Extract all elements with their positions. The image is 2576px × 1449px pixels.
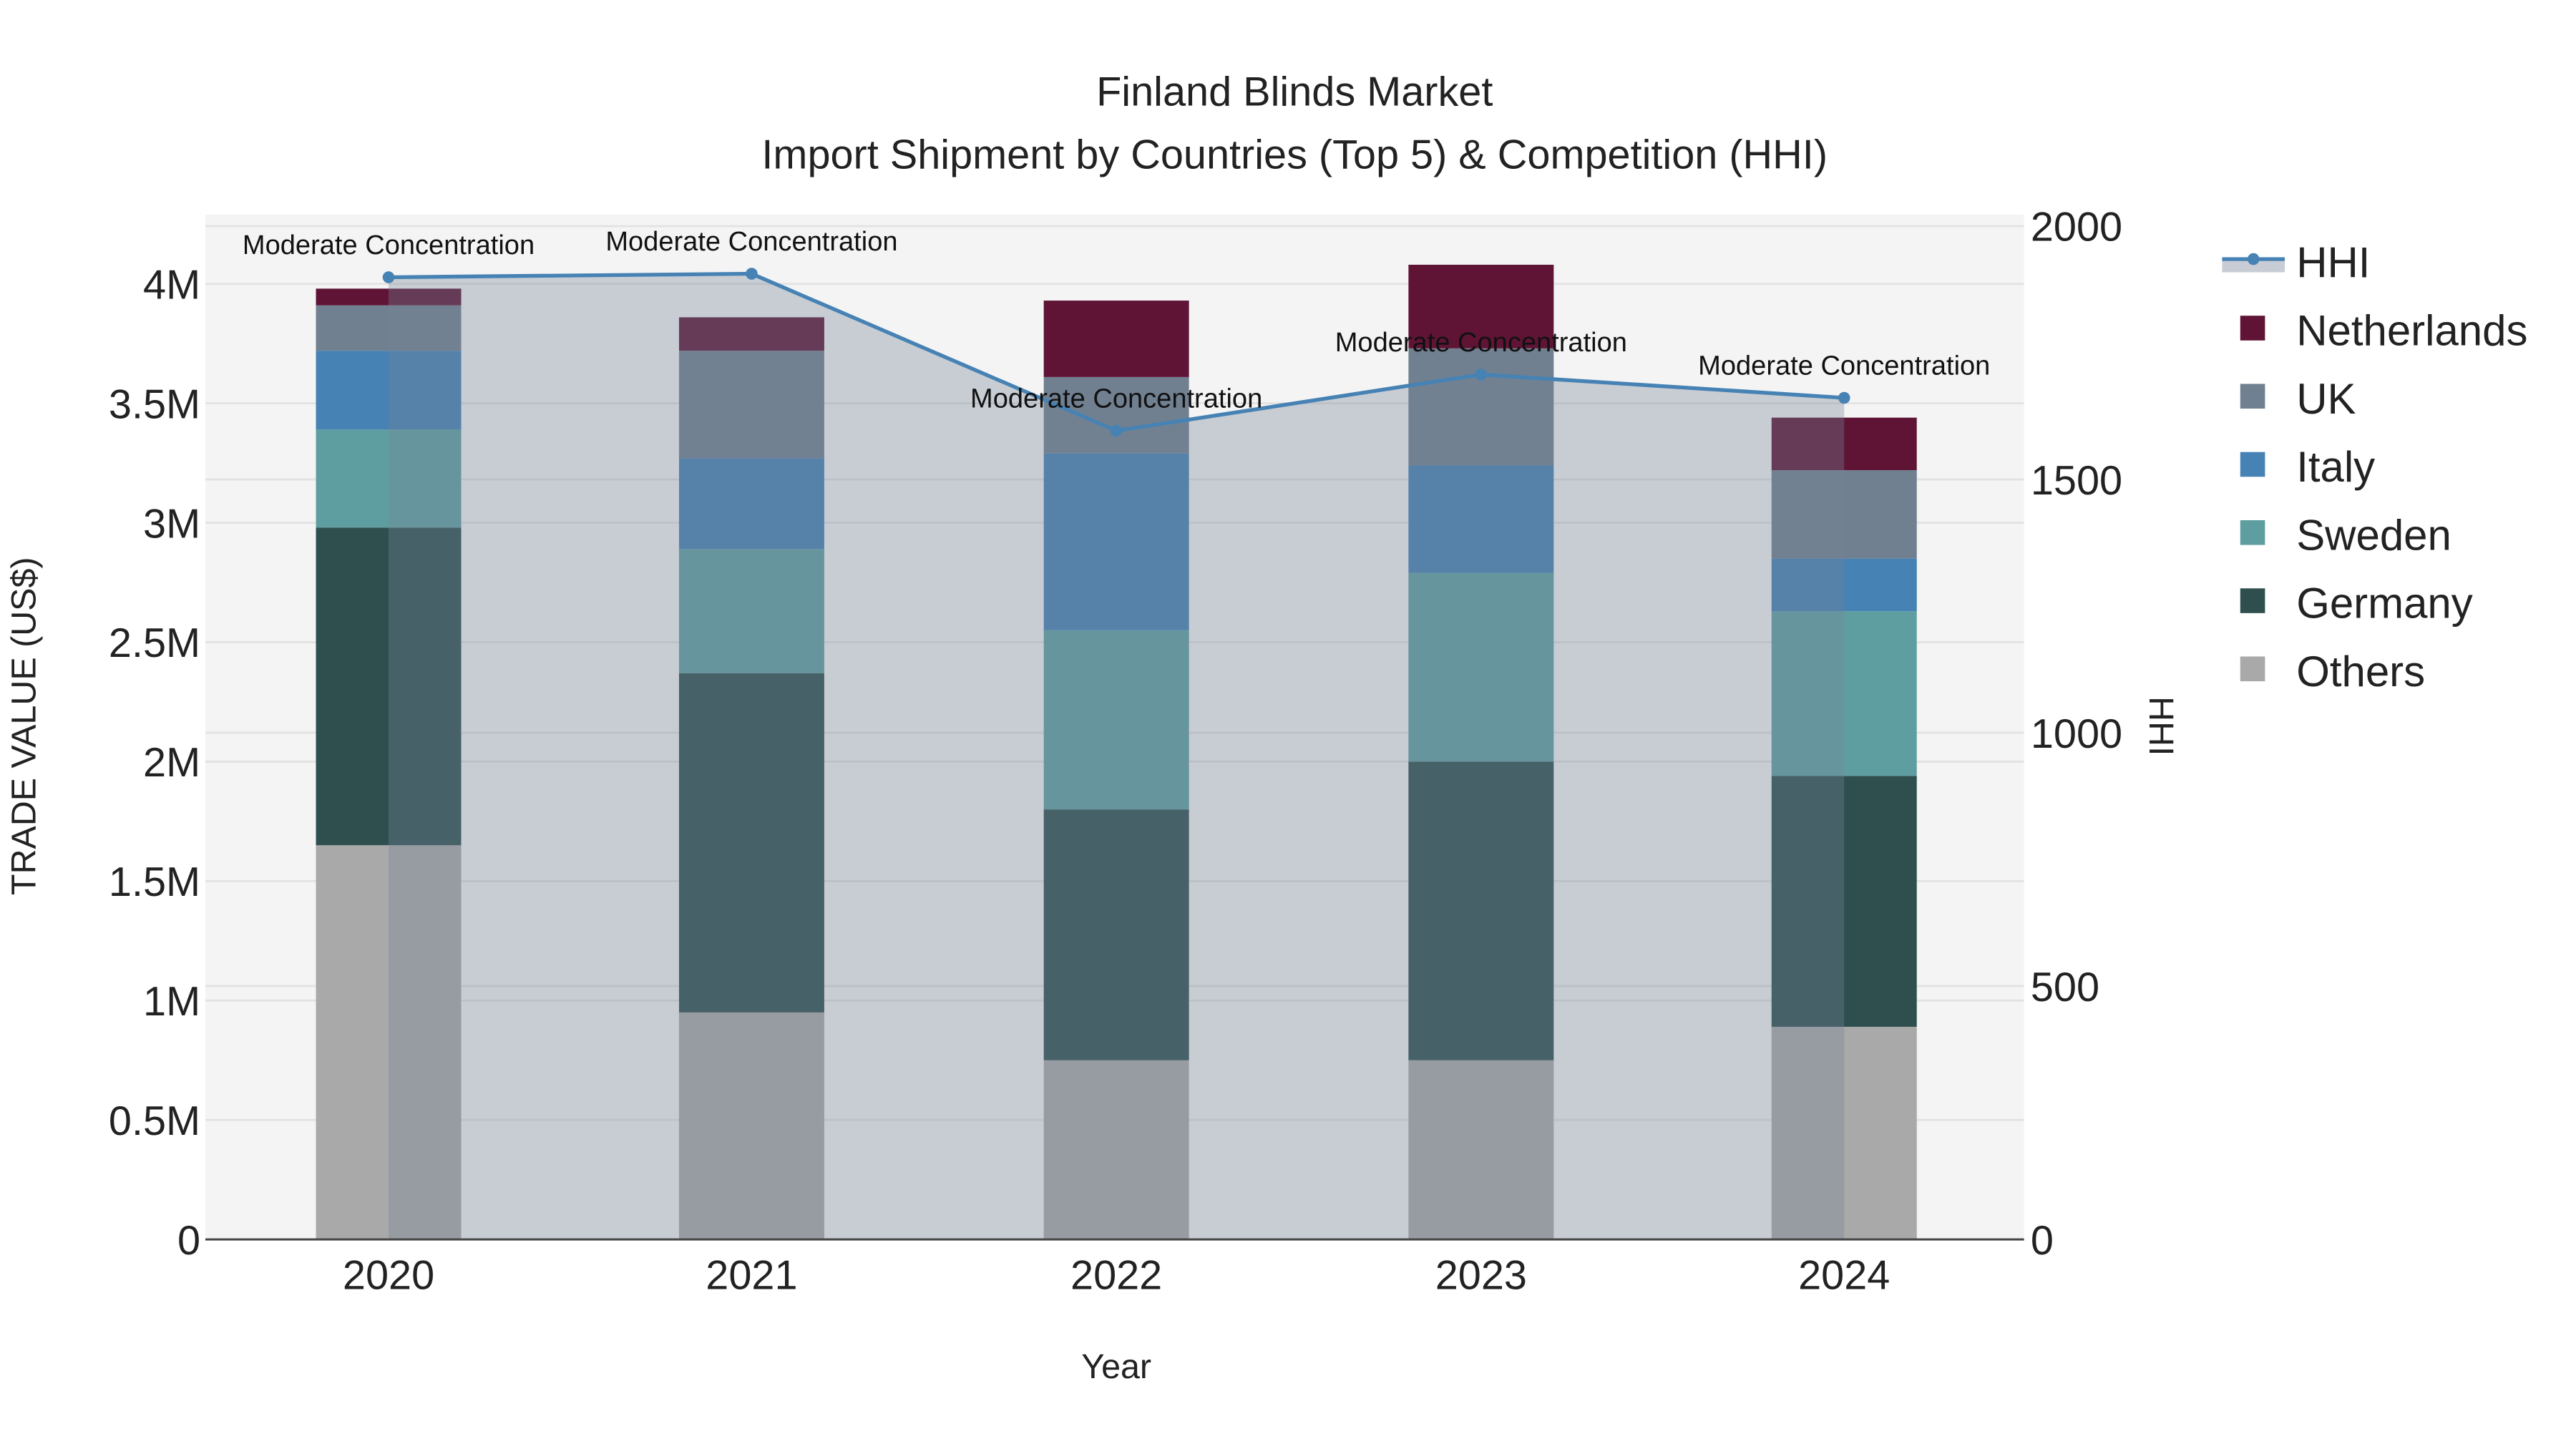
- bar-netherlands-2022: [1043, 301, 1189, 377]
- bar-germany-2022: [1043, 809, 1189, 1060]
- y-tick-label: 1M: [143, 979, 200, 1025]
- legend-swatch-netherlands: [2240, 316, 2265, 341]
- bars: [316, 264, 1917, 1240]
- x-tick-label: 2020: [343, 1252, 434, 1298]
- bar-italy-2024: [1771, 558, 1917, 612]
- hhi-annotation-2023: Moderate Concentration: [1335, 328, 1627, 358]
- hhi-annotation-2022: Moderate Concentration: [970, 384, 1262, 414]
- bar-netherlands-2024: [1771, 417, 1917, 471]
- legend-label-hhi: HHI: [2296, 238, 2370, 286]
- y-tick-label: 2M: [143, 740, 200, 786]
- hhi-annotation-2024: Moderate Concentration: [1698, 351, 1990, 381]
- y2-tick-label: 0: [2031, 1218, 2054, 1264]
- hhi-annotation-2021: Moderate Concentration: [605, 227, 897, 257]
- legend-label-germany: Germany: [2296, 580, 2473, 628]
- bar-uk-2022: [1043, 376, 1189, 454]
- bar-others-2022: [1043, 1060, 1189, 1240]
- bar-italy-2021: [678, 458, 824, 550]
- y2-tick-label: 1500: [2031, 458, 2122, 504]
- hhi-point-2022: [1110, 424, 1123, 437]
- y-tick-label: 2.5M: [109, 620, 200, 666]
- bar-netherlands-2020: [316, 288, 462, 306]
- bar-germany-2023: [1408, 761, 1554, 1060]
- legend-label-sweden: Sweden: [2296, 511, 2451, 559]
- chart-subtitle: Import Shipment by Countries (Top 5) & C…: [761, 132, 1828, 177]
- legend-swatch-germany: [2240, 588, 2265, 613]
- bar-sweden-2021: [678, 549, 824, 673]
- legend-swatch-sweden: [2240, 519, 2265, 545]
- legend-label-others: Others: [2296, 648, 2425, 696]
- x-tick-label: 2023: [1435, 1252, 1527, 1298]
- bar-sweden-2024: [1771, 611, 1917, 776]
- hhi-area: [389, 273, 1845, 1240]
- x-tick-label: 2024: [1798, 1252, 1890, 1298]
- bar-italy-2023: [1408, 465, 1554, 573]
- y-tick-label: 0.5M: [109, 1098, 200, 1144]
- x-tick-label: 2022: [1070, 1252, 1162, 1298]
- legend-label-netherlands: Netherlands: [2296, 307, 2527, 355]
- hhi-point-2021: [746, 268, 758, 280]
- legend-hhi-area-swatch: [2222, 259, 2285, 273]
- bar-germany-2020: [316, 527, 462, 846]
- bar-sweden-2023: [1408, 572, 1554, 762]
- hhi-point-2023: [1475, 369, 1488, 381]
- bar-others-2024: [1771, 1026, 1917, 1240]
- bar-italy-2020: [316, 351, 462, 430]
- legend: HHI Netherlands UK Italy Sweden Germany Others: [2222, 238, 2527, 696]
- legend-label-uk: UK: [2296, 375, 2356, 423]
- x-axis-label: Year: [1081, 1347, 1151, 1386]
- bar-uk-2024: [1771, 470, 1917, 559]
- bar-italy-2022: [1043, 453, 1189, 630]
- bar-germany-2021: [678, 673, 824, 1013]
- axis-ticks: 0 0.5M 1M 1.5M 2M 2.5M 3M 3.5M 4M 0 500 1000 1500 200…: [109, 205, 2122, 1299]
- y-tick-label: 3.5M: [109, 381, 200, 427]
- bar-others-2021: [678, 1012, 824, 1240]
- legend-swatch-uk: [2240, 384, 2265, 409]
- y-tick-label: 3M: [143, 501, 200, 547]
- bar-sweden-2020: [316, 429, 462, 528]
- y2-tick-label: 2000: [2031, 205, 2122, 250]
- bar-others-2023: [1408, 1060, 1554, 1240]
- bar-others-2020: [316, 845, 462, 1240]
- bar-uk-2020: [316, 305, 462, 351]
- y2-tick-label: 1000: [2031, 711, 2122, 757]
- bar-uk-2021: [678, 351, 824, 459]
- y-tick-label: 0: [177, 1218, 200, 1264]
- legend-label-italy: Italy: [2296, 443, 2375, 491]
- legend-swatch-italy: [2240, 452, 2265, 477]
- hhi-point-2024: [1838, 391, 1850, 404]
- legend-swatch-others: [2240, 656, 2265, 682]
- hhi-annotation-2020: Moderate Concentration: [243, 230, 535, 260]
- y2-axis-label: HHI: [2142, 696, 2180, 756]
- bar-netherlands-2023: [1408, 264, 1554, 348]
- y2-tick-label: 500: [2031, 965, 2099, 1010]
- chart-title: Finland Blinds Market: [1096, 69, 1493, 115]
- y-axis-label: TRADE VALUE (US$): [4, 557, 43, 895]
- x-tick-label: 2021: [706, 1252, 797, 1298]
- bar-uk-2023: [1408, 348, 1554, 466]
- bar-netherlands-2021: [678, 317, 824, 351]
- y-tick-label: 4M: [143, 262, 200, 308]
- bar-sweden-2022: [1043, 630, 1189, 810]
- bar-germany-2024: [1771, 776, 1917, 1027]
- y-tick-label: 1.5M: [109, 859, 200, 905]
- hhi-point-2020: [382, 271, 395, 283]
- hhi-series: Moderate Concentration Moderate Concentra…: [243, 227, 1990, 1240]
- legend-hhi-marker: [2247, 253, 2260, 265]
